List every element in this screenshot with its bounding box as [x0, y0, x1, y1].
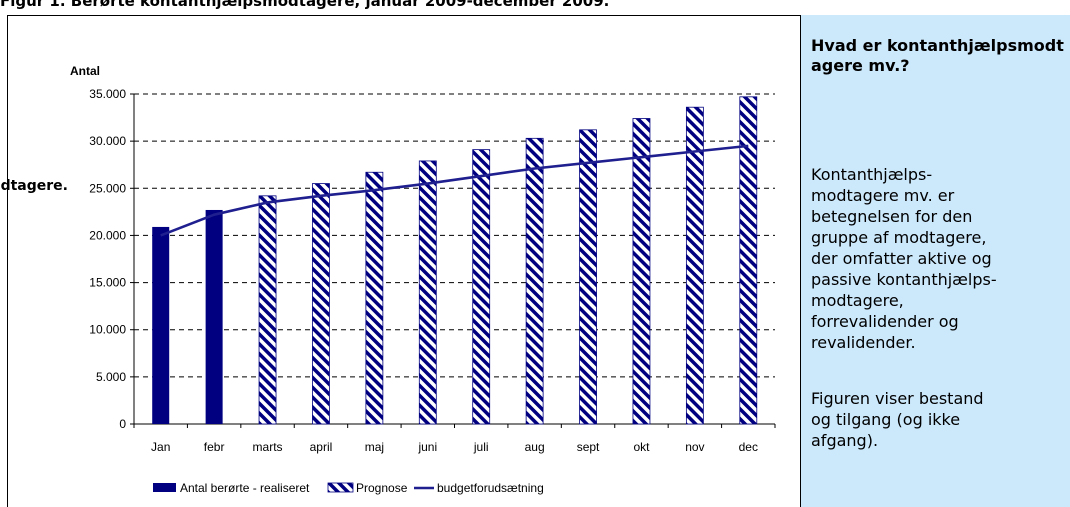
line-layer — [160, 144, 749, 237]
axis-layer: Antal 0 5.000 10.000 15.000 20.000 25.000 30.00… — [70, 64, 776, 454]
y-tick-label: 35.000 — [89, 87, 126, 101]
legend-swatch-forecast — [327, 482, 354, 493]
legend-label-realized: Antal berørte - realiseret — [180, 481, 310, 495]
y-tick-label: 10.000 — [89, 323, 126, 337]
y-tick-label: 0 — [119, 417, 126, 431]
bar-forecast — [685, 106, 704, 425]
y-tick-label: 5.000 — [96, 370, 126, 384]
x-tick-label: maj — [365, 440, 384, 454]
y-tick-label: 30.000 — [89, 134, 126, 148]
side-label-text: modtagere. — [0, 178, 68, 194]
x-tick-label: febr — [204, 440, 225, 454]
info-panel: Hvad er kontanthjælpsmodtagere mv.? Kont… — [800, 15, 1070, 507]
bar-realized — [152, 226, 170, 424]
bar-forecast — [472, 149, 491, 425]
bar-forecast — [365, 171, 384, 425]
bar-realized — [205, 209, 223, 424]
x-tick-label: aug — [525, 440, 545, 454]
chart-area: Antal 0 5.000 10.000 15.000 20.000 25.000 30.00… — [7, 15, 801, 507]
bar-forecast — [258, 195, 277, 425]
info-paragraph-definition: Kontanthjælps- modtagere mv. er betegnel… — [811, 165, 997, 352]
legend-label-forecast: Prognose — [356, 481, 408, 495]
x-tick-label: okt — [633, 440, 650, 454]
chart-svg: Antal 0 5.000 10.000 15.000 20.000 25.000 30.00… — [70, 64, 776, 495]
legend: Antal berørte - realiseret Prognose budget… — [153, 481, 544, 495]
y-axis-label: Antal — [70, 64, 100, 78]
bars-layer — [152, 96, 758, 425]
budget-line — [160, 144, 749, 237]
x-tick-label: marts — [253, 440, 283, 454]
y-tick-label: 20.000 — [89, 228, 126, 242]
x-tick-label: sept — [577, 440, 600, 454]
x-tick-label: april — [310, 440, 333, 454]
bar-forecast — [418, 160, 437, 425]
bar-forecast — [632, 118, 651, 425]
bar-forecast — [312, 183, 330, 425]
x-tick-label: Jan — [151, 440, 170, 454]
x-tick-label: dec — [739, 440, 758, 454]
info-paragraph-figure-note: Figuren viser bestand og tilgang (og ikk… — [811, 389, 984, 450]
legend-swatch-realized — [153, 483, 176, 492]
y-tick-label: 25.000 — [89, 181, 126, 195]
x-tick-label: nov — [685, 440, 704, 454]
info-heading: Hvad er kontanthjælpsmodtagere mv.? — [811, 36, 1064, 75]
x-tick-label: juni — [417, 440, 437, 454]
grid-layer — [134, 93, 775, 378]
side-label: modtagere. — [0, 176, 68, 196]
y-tick-label: 15.000 — [89, 276, 126, 290]
bar-forecast — [525, 137, 544, 425]
x-tick-label: juli — [473, 440, 489, 454]
figure-title: Figur 1. Berørte kontanthjælpsmodtagere,… — [0, 0, 610, 10]
legend-label-budget: budgetforudsætning — [437, 481, 544, 495]
bar-forecast — [579, 129, 597, 425]
bar-forecast — [739, 96, 758, 425]
